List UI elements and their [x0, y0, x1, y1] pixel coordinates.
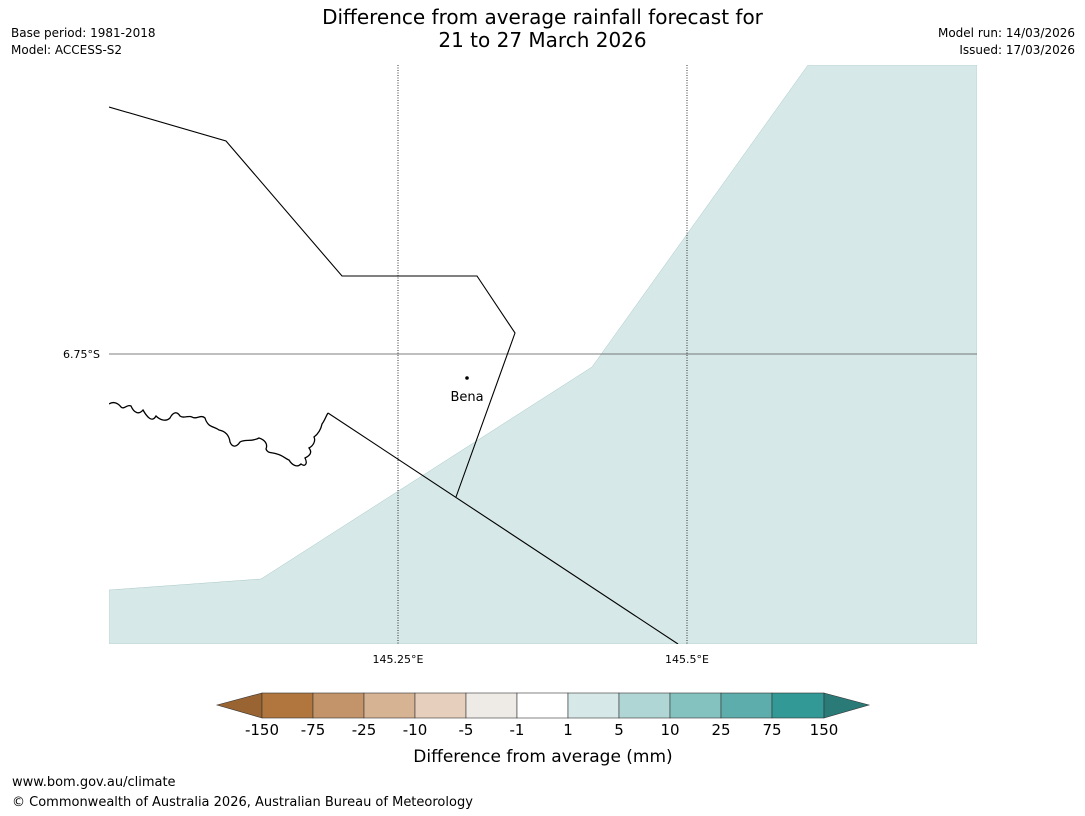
colorbar-segment: [669, 692, 722, 719]
footer-url[interactable]: www.bom.gov.au/climate: [12, 775, 176, 790]
colorbar-tick-label: 25: [711, 721, 730, 739]
colorbar-segment: [567, 692, 620, 719]
colorbar-tick-label: 5: [614, 721, 624, 739]
latitude-label: 6.75°S: [63, 348, 100, 361]
colorbar-extend-low: [215, 692, 263, 719]
colorbar-tick-label: 10: [660, 721, 679, 739]
colorbar-segment: [465, 692, 518, 719]
title-line-2: 21 to 27 March 2026: [438, 28, 647, 52]
colorbar-tick-label: 1: [563, 721, 573, 739]
boundary-line-south: [327, 412, 679, 644]
forecast-shaded-region: [109, 65, 977, 644]
base-period: Base period: 1981-2018: [11, 26, 156, 40]
footer-copyright: © Commonwealth of Australia 2026, Austra…: [12, 795, 473, 810]
colorbar-tick-label: 75: [762, 721, 781, 739]
colorbar-tick-label: -75: [301, 721, 326, 739]
colorbar-segment: [312, 692, 365, 719]
place-label: Bena: [450, 390, 483, 405]
colorbar-tick-label: -10: [403, 721, 428, 739]
title-line-1: Difference from average rainfall forecas…: [322, 5, 763, 29]
colorbar-segment: [516, 692, 569, 719]
colorbar-tick-label: -150: [245, 721, 279, 739]
colorbar-tick-label: 150: [810, 721, 839, 739]
info-left: Base period: 1981-2018 Model: ACCESS-S2: [11, 25, 156, 59]
boundary-line-north: [109, 106, 516, 498]
model-name: Model: ACCESS-S2: [11, 43, 123, 57]
longitude-label-1: 145.25°E: [373, 653, 424, 666]
place-marker: [465, 376, 469, 380]
colorbar-extend-high: [823, 692, 871, 719]
river-line: [109, 401, 329, 467]
colorbar-tick-label: -5: [459, 721, 474, 739]
colorbar-segment: [720, 692, 773, 719]
colorbar-legend: -150 -75 -25 -10 -5 -1 1 5 10 25 75 150 …: [215, 692, 871, 767]
map-area: [109, 65, 977, 644]
colorbar-segment: [261, 692, 314, 719]
longitude-label-2: 145.5°E: [665, 653, 709, 666]
chart-title: Difference from average rainfall forecas…: [0, 6, 1085, 52]
model-run: Model run: 14/03/2026: [937, 26, 1075, 40]
info-right: Model run: 14/03/2026 Issued: 17/03/2026: [938, 25, 1075, 59]
colorbar-segment: [414, 692, 467, 719]
colorbar-label: Difference from average (mm): [413, 747, 672, 767]
issued-date: Issued: 17/03/2026: [959, 43, 1075, 57]
colorbar-tick-label: -1: [510, 721, 525, 739]
colorbar-segment: [618, 692, 671, 719]
colorbar-segment: [363, 692, 416, 719]
colorbar-tick-label: -25: [352, 721, 377, 739]
colorbar-segment: [771, 692, 825, 719]
